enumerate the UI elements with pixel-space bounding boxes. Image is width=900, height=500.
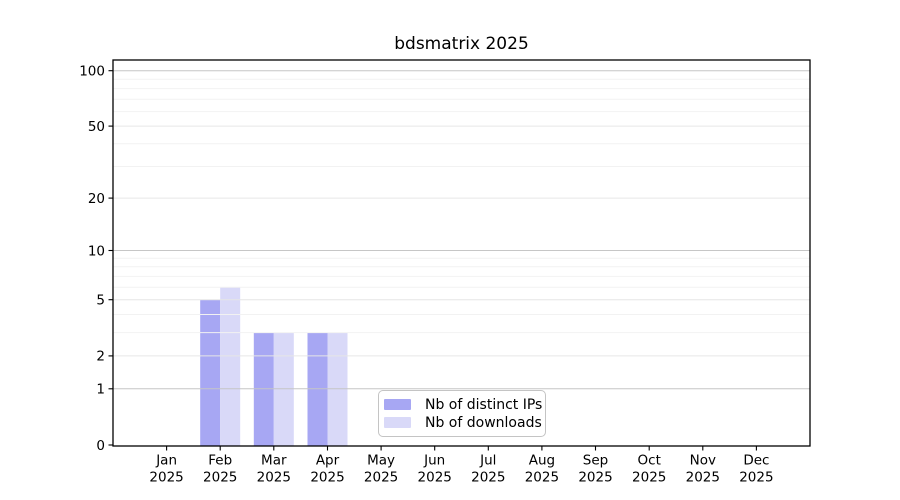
legend-label-downloads: Nb of downloads <box>425 414 542 431</box>
legend-label-distinct-ips: Nb of distinct IPs <box>425 396 543 413</box>
y-tick-label-10: 10 <box>88 243 105 259</box>
x-tick-label-year-feb: 2025 <box>203 470 237 486</box>
legend: Nb of distinct IPs Nb of downloads <box>378 390 546 437</box>
y-tick-label-5: 5 <box>96 293 105 309</box>
x-tick-label-year-oct: 2025 <box>632 470 666 486</box>
bar-feb-downloads <box>220 287 241 446</box>
x-tick-label-month-mar: Mar <box>261 453 287 469</box>
y-tick-label-50: 50 <box>88 119 105 135</box>
plot-border <box>112 59 811 447</box>
bar-feb-distinct-ips <box>200 299 221 446</box>
x-tick-label-year-jun: 2025 <box>418 470 452 486</box>
x-tick-label-year-jan: 2025 <box>149 470 183 486</box>
legend-swatch-downloads <box>384 417 411 428</box>
x-tick-label-month-oct: Oct <box>638 453 661 469</box>
x-tick-label-month-nov: Nov <box>690 453 716 469</box>
legend-item-distinct-ips: Nb of distinct IPs <box>384 396 543 413</box>
x-tick-label-year-nov: 2025 <box>686 470 720 486</box>
y-tick-label-2: 2 <box>96 349 105 365</box>
legend-item-downloads: Nb of downloads <box>384 414 542 431</box>
x-tick-label-month-dec: Dec <box>743 453 769 469</box>
x-tick-label-month-feb: Feb <box>208 453 232 469</box>
x-tick-label-month-jun: Jun <box>423 453 445 469</box>
y-tick-label-1: 1 <box>96 382 105 398</box>
chart-title: bdsmatrix 2025 <box>394 34 529 54</box>
y-tick-label-100: 100 <box>79 64 105 80</box>
x-tick-label-year-apr: 2025 <box>310 470 344 486</box>
x-tick-label-year-jul: 2025 <box>471 470 505 486</box>
x-tick-label-month-jul: Jul <box>479 453 496 469</box>
x-tick-label-month-aug: Aug <box>529 453 555 469</box>
x-tick-label-month-sep: Sep <box>583 453 608 469</box>
x-tick-label-year-sep: 2025 <box>578 470 612 486</box>
x-tick-label-month-apr: Apr <box>316 453 340 469</box>
x-tick-label-year-may: 2025 <box>364 470 398 486</box>
y-tick-label-0: 0 <box>96 438 105 454</box>
x-tick-label-year-aug: 2025 <box>525 470 559 486</box>
x-tick-label-month-jan: Jan <box>155 453 177 469</box>
x-tick-label-month-may: May <box>367 453 395 469</box>
y-tick-label-20: 20 <box>88 191 105 207</box>
x-tick-label-year-dec: 2025 <box>739 470 773 486</box>
x-tick-label-year-mar: 2025 <box>257 470 291 486</box>
legend-swatch-distinct-ips <box>384 399 411 410</box>
